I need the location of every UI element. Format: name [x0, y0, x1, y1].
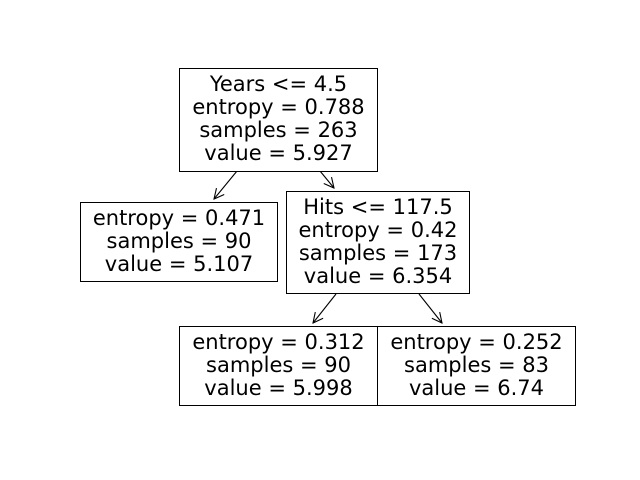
- node-split-condition: Years <= 4.5: [209, 72, 347, 96]
- node-value: value = 6.74: [409, 376, 544, 400]
- node-split-condition: Hits <= 117.5: [303, 195, 452, 219]
- node-value: value = 5.998: [204, 376, 352, 400]
- node-samples: samples = 90: [206, 353, 351, 377]
- node-entropy: entropy = 0.471: [93, 206, 265, 230]
- node-box: [377, 326, 576, 406]
- node-entropy: entropy = 0.788: [192, 95, 364, 119]
- node-box: [179, 68, 378, 172]
- node-entropy: entropy = 0.252: [390, 330, 562, 354]
- node-samples: samples = 90: [107, 229, 252, 253]
- node-samples: samples = 83: [404, 353, 549, 377]
- node-samples: samples = 263: [199, 118, 357, 142]
- tree-node-left: entropy = 0.471 samples = 90 value = 5.1…: [80, 202, 278, 282]
- tree-node-right-left: entropy = 0.312 samples = 90 value = 5.9…: [179, 326, 378, 406]
- node-samples: samples = 173: [299, 241, 457, 265]
- node-box: [179, 326, 378, 406]
- tree-node-root: Years <= 4.5 entropy = 0.788 samples = 2…: [179, 68, 378, 172]
- node-box: [80, 202, 278, 282]
- edge-root-to-left: [214, 170, 238, 199]
- node-box: [286, 191, 470, 294]
- edge-right-to-right-right: [418, 293, 442, 323]
- node-value: value = 6.354: [304, 264, 452, 288]
- node-value: value = 5.107: [105, 252, 253, 276]
- tree-node-right-right: entropy = 0.252 samples = 83 value = 6.7…: [377, 326, 576, 406]
- edge-root-to-right: [319, 170, 334, 188]
- node-entropy: entropy = 0.42: [299, 218, 458, 242]
- tree-node-right: Hits <= 117.5 entropy = 0.42 samples = 1…: [286, 191, 470, 294]
- node-value: value = 5.927: [204, 141, 352, 165]
- edge-right-to-right-left: [313, 293, 337, 323]
- node-entropy: entropy = 0.312: [192, 330, 364, 354]
